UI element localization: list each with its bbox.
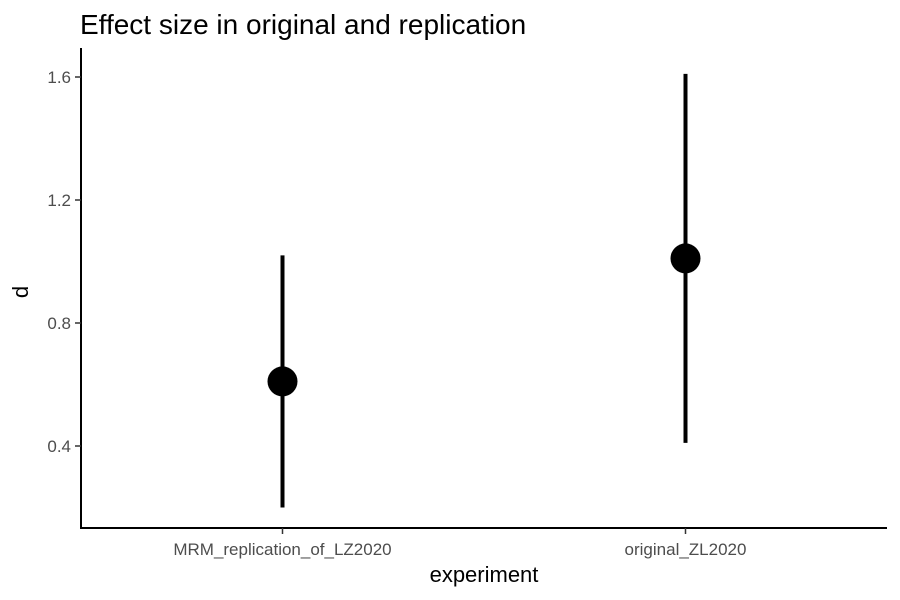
- y-tick-label: 0.8: [47, 314, 71, 333]
- y-tick-label: 0.4: [47, 437, 71, 456]
- y-axis-title: d: [8, 286, 33, 298]
- y-tick-label: 1.6: [47, 68, 71, 87]
- x-axis-title: experiment: [430, 562, 539, 587]
- chart-title: Effect size in original and replication: [80, 9, 526, 40]
- x-tick-label: original_ZL2020: [625, 540, 747, 559]
- data-point: [670, 243, 701, 274]
- x-axis: MRM_replication_of_LZ2020 original_ZL2020: [80, 527, 887, 559]
- data-point: [267, 366, 298, 397]
- data-marks: [267, 73, 701, 508]
- y-axis: 0.4 0.8 1.2 1.6: [47, 48, 82, 529]
- x-tick-label: MRM_replication_of_LZ2020: [173, 540, 391, 559]
- y-tick-label: 1.2: [47, 191, 71, 210]
